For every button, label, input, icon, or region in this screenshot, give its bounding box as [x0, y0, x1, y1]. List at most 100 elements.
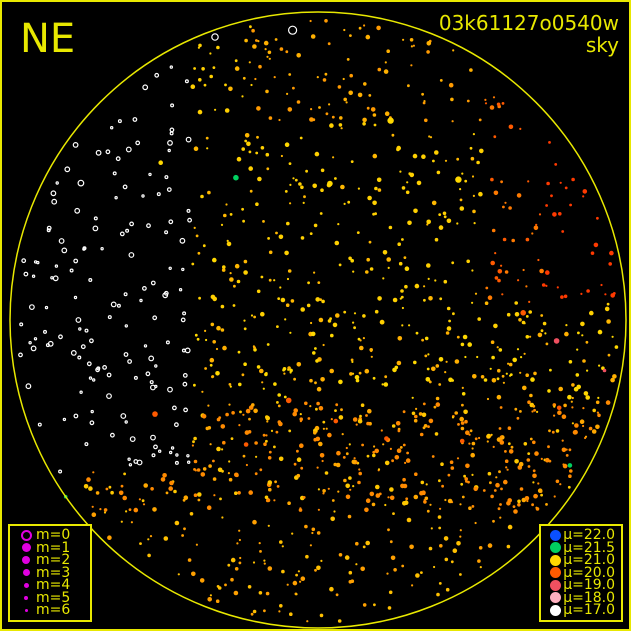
star-point: [205, 338, 208, 342]
star-point: [555, 479, 560, 484]
star-point: [166, 187, 172, 193]
star-point: [268, 487, 272, 492]
star-point: [425, 483, 428, 486]
star-point: [258, 542, 261, 545]
star-point: [409, 38, 414, 42]
star-point: [312, 118, 316, 122]
star-point: [460, 342, 465, 347]
star-point: [473, 222, 476, 225]
star-point: [312, 351, 316, 355]
star-point: [490, 260, 496, 266]
star-point: [519, 487, 524, 491]
star-point: [365, 270, 369, 274]
star-point: [241, 147, 245, 151]
star-point: [451, 379, 454, 382]
star-point: [278, 234, 284, 240]
star-point: [479, 148, 484, 154]
star-point: [588, 426, 593, 431]
star-point: [491, 378, 497, 383]
magnitude-label: m=4: [36, 577, 71, 594]
star-point: [378, 492, 382, 496]
star-point: [230, 557, 236, 563]
star-point: [267, 566, 273, 571]
star-point: [426, 367, 430, 371]
star-point: [512, 357, 517, 363]
star-point: [397, 242, 402, 246]
star-point: [397, 336, 403, 341]
star-point: [540, 493, 543, 497]
star-point: [252, 44, 257, 49]
star-point: [525, 335, 530, 339]
star-point: [267, 498, 270, 501]
star-point: [349, 372, 353, 376]
star-point: [209, 74, 213, 79]
star-point: [292, 411, 298, 417]
star-point: [281, 569, 285, 574]
star-point: [443, 215, 447, 219]
star-point: [512, 505, 516, 508]
star-point: [428, 418, 434, 424]
star-point: [477, 317, 482, 321]
star-point: [322, 492, 325, 495]
star-point: [103, 511, 107, 514]
star-point: [348, 443, 351, 446]
star-point: [259, 368, 264, 374]
star-point: [482, 489, 486, 492]
star-point: [459, 198, 463, 202]
star-point: [507, 442, 511, 446]
star-point: [516, 416, 520, 420]
star-point: [429, 503, 432, 506]
star-point: [477, 559, 481, 563]
star-point: [307, 281, 310, 285]
star-point: [313, 437, 318, 442]
star-point: [289, 612, 293, 616]
star-point: [596, 216, 599, 220]
star-point: [215, 347, 219, 351]
star-point: [478, 191, 483, 197]
star-point: [517, 279, 520, 282]
star-point: [267, 480, 273, 485]
star-point: [372, 113, 377, 117]
star-point: [456, 335, 460, 339]
star-point: [471, 441, 476, 446]
star-point: [608, 262, 612, 266]
star-point: [383, 69, 389, 74]
star-point: [350, 258, 355, 263]
star-point: [380, 429, 383, 432]
star-point: [324, 471, 329, 475]
star-point: [266, 55, 269, 58]
star-point: [106, 393, 112, 400]
star-point: [338, 415, 344, 420]
star-point: [376, 25, 381, 31]
star-point: [198, 296, 202, 300]
star-point: [321, 459, 324, 463]
star-point: [468, 506, 472, 511]
star-point: [86, 477, 91, 482]
star-point: [522, 385, 527, 391]
star-point: [84, 328, 89, 333]
star-point: [582, 195, 585, 198]
star-point: [561, 447, 567, 453]
star-point: [139, 542, 142, 545]
magnitude-label: m=3: [36, 564, 71, 581]
star-point: [377, 296, 382, 301]
star-point: [565, 448, 568, 451]
star-point: [279, 47, 284, 51]
star-point: [412, 44, 415, 47]
star-point: [279, 540, 283, 544]
star-point: [224, 583, 227, 587]
star-point: [343, 202, 346, 205]
star-point: [334, 177, 337, 180]
star-point: [168, 486, 173, 491]
star-point: [299, 443, 304, 449]
star-point: [263, 40, 269, 46]
star-point: [366, 421, 370, 426]
star-point: [315, 407, 318, 411]
star-point: [96, 366, 101, 371]
star-point: [343, 28, 346, 32]
star-point: [533, 493, 538, 499]
star-point: [469, 429, 473, 433]
star-point: [499, 435, 502, 438]
star-point: [314, 568, 317, 572]
star-point: [582, 407, 585, 410]
